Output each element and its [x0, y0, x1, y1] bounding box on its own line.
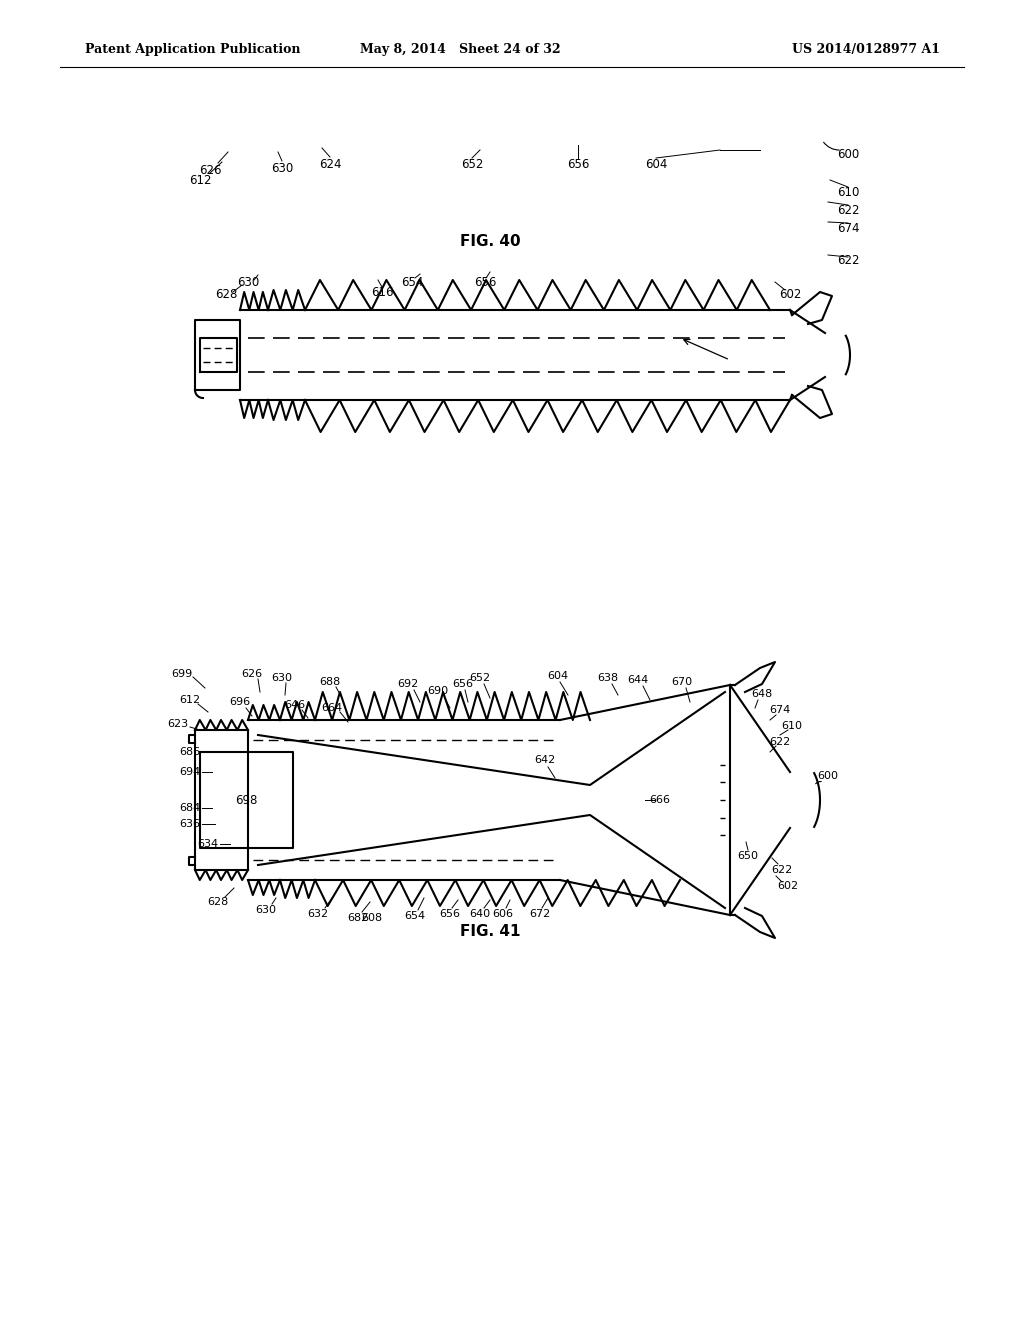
Text: 646: 646: [285, 700, 305, 710]
Text: 664: 664: [322, 704, 343, 713]
Text: 636: 636: [179, 818, 201, 829]
Text: 674: 674: [769, 705, 791, 715]
Text: 628: 628: [215, 289, 238, 301]
Text: 670: 670: [672, 677, 692, 686]
Text: 612: 612: [188, 173, 211, 186]
Text: 672: 672: [529, 909, 551, 919]
Text: 623: 623: [168, 719, 188, 729]
Text: US 2014/0128977 A1: US 2014/0128977 A1: [792, 44, 940, 57]
Text: 630: 630: [237, 276, 259, 289]
Text: 638: 638: [597, 673, 618, 682]
Text: 622: 622: [837, 253, 859, 267]
Text: 602: 602: [777, 880, 799, 891]
Text: 640: 640: [469, 909, 490, 919]
Text: 630: 630: [271, 161, 293, 174]
Text: 628: 628: [208, 898, 228, 907]
Text: 616: 616: [371, 286, 393, 300]
Text: 654: 654: [404, 911, 426, 921]
Text: 686: 686: [179, 747, 201, 756]
Text: 606: 606: [493, 909, 513, 919]
Text: 602: 602: [779, 289, 801, 301]
Text: 600: 600: [837, 149, 859, 161]
Text: 626: 626: [199, 164, 221, 177]
Text: 626: 626: [242, 669, 262, 678]
Text: 650: 650: [737, 851, 759, 861]
Text: 604: 604: [548, 671, 568, 681]
Text: Patent Application Publication: Patent Application Publication: [85, 44, 300, 57]
Text: 630: 630: [271, 673, 293, 682]
Text: 694: 694: [179, 767, 201, 777]
Text: 610: 610: [837, 186, 859, 198]
Text: 630: 630: [256, 906, 276, 915]
Text: 690: 690: [427, 686, 449, 696]
Text: 674: 674: [837, 222, 859, 235]
Text: 696: 696: [229, 697, 251, 708]
Text: 666: 666: [649, 795, 671, 805]
Text: 642: 642: [535, 755, 556, 766]
Text: 632: 632: [307, 909, 329, 919]
Text: 608: 608: [361, 913, 383, 923]
Text: 692: 692: [397, 678, 419, 689]
Text: May 8, 2014   Sheet 24 of 32: May 8, 2014 Sheet 24 of 32: [359, 44, 560, 57]
Text: 634: 634: [198, 840, 218, 849]
Text: 648: 648: [752, 689, 773, 700]
Text: 688: 688: [319, 677, 341, 686]
Text: 622: 622: [837, 203, 859, 216]
Text: 656: 656: [439, 909, 461, 919]
Text: 656: 656: [567, 158, 589, 172]
Text: 652: 652: [461, 158, 483, 172]
Text: 684: 684: [179, 803, 201, 813]
Text: 622: 622: [771, 865, 793, 875]
Text: 699: 699: [171, 669, 193, 678]
Text: 622: 622: [769, 737, 791, 747]
Text: 600: 600: [817, 771, 839, 781]
Text: 604: 604: [645, 158, 668, 172]
Text: FIG. 40: FIG. 40: [460, 235, 520, 249]
Text: 652: 652: [469, 673, 490, 682]
Text: 698: 698: [236, 793, 258, 807]
Text: 612: 612: [179, 696, 201, 705]
Text: 656: 656: [453, 678, 473, 689]
Text: 624: 624: [318, 158, 341, 172]
Text: 682: 682: [347, 913, 369, 923]
Text: 656: 656: [474, 276, 497, 289]
Text: 644: 644: [628, 675, 648, 685]
Text: FIG. 41: FIG. 41: [460, 924, 520, 940]
Text: 654: 654: [400, 276, 423, 289]
Text: 610: 610: [781, 721, 803, 731]
